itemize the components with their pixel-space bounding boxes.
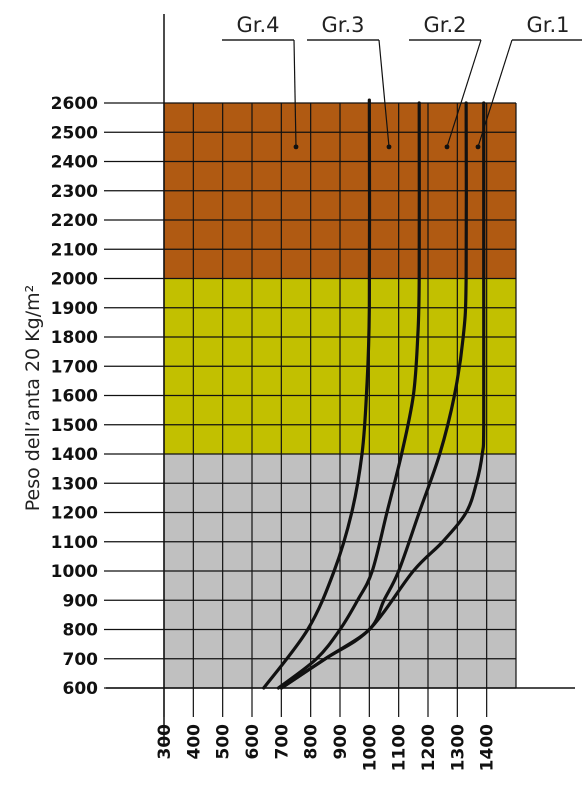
y-tick-label: 2000 xyxy=(51,270,98,290)
y-tick-label: 2200 xyxy=(51,211,98,231)
y-tick-label: 1700 xyxy=(51,357,98,377)
x-tick-label: 900 xyxy=(331,724,351,760)
x-tick-label: 800 xyxy=(302,724,322,760)
y-tick-label: 1500 xyxy=(51,416,98,436)
grid xyxy=(163,102,517,689)
group-label: Gr.4 xyxy=(236,13,279,37)
y-tick-label: 2500 xyxy=(51,123,98,143)
y-tick-label: 1300 xyxy=(51,474,98,494)
x-tick-label: 1100 xyxy=(390,724,410,771)
y-tick-label: 1100 xyxy=(51,533,98,553)
x-tick-label: 300 xyxy=(155,724,175,760)
y-axis-label: Peso dell’anta 20 Kg/m² xyxy=(22,285,44,511)
group-label: Gr.1 xyxy=(526,13,569,37)
x-tick-label: 600 xyxy=(243,724,263,760)
x-ticks: 300 400 500 600 700 800 900 1000 1100 1200 1300 140… xyxy=(155,688,498,771)
x-tick-label: 1400 xyxy=(478,724,498,771)
group-label: Gr.2 xyxy=(423,13,466,37)
x-tick-label: 500 xyxy=(214,724,234,760)
group-leader-dot xyxy=(293,144,299,150)
group-leader-line xyxy=(477,39,513,148)
y-tick-label: 2300 xyxy=(51,182,98,202)
y-tick-label: 1800 xyxy=(51,328,98,348)
curve-gr1 xyxy=(279,101,486,690)
curve-gr3 xyxy=(276,101,421,690)
curves xyxy=(262,98,486,690)
curve-gr4 xyxy=(262,98,372,690)
y-tick-label: 2100 xyxy=(51,240,98,260)
y-tick-label: 600 xyxy=(63,679,99,699)
y-tick-label: 800 xyxy=(63,621,99,641)
x-tick-label: 1300 xyxy=(448,724,468,771)
y-tick-label: 1600 xyxy=(51,387,98,407)
x-tick-label: 400 xyxy=(184,724,204,760)
y-ticks: 600 700 800 900 1000 1100 1200 1300 1400 1500 1600… xyxy=(51,94,164,699)
x-tick-label: 1200 xyxy=(419,724,439,771)
x-tick-label: 1000 xyxy=(360,724,380,771)
y-tick-label: 900 xyxy=(63,591,99,611)
group-label: Gr.3 xyxy=(321,13,364,37)
group-leader-line xyxy=(293,39,297,147)
y-tick-label: 2600 xyxy=(51,94,98,114)
y-tick-label: 1000 xyxy=(51,562,98,582)
group-leader-line xyxy=(446,39,482,148)
y-tick-label: 1400 xyxy=(51,445,98,465)
y-tick-label: 1200 xyxy=(51,504,98,524)
group-leader-dot xyxy=(386,144,392,150)
y-tick-label: 700 xyxy=(63,650,99,670)
y-tick-label: 1900 xyxy=(51,299,98,319)
group-leader-line xyxy=(378,39,390,147)
group-labels: Gr.4 Gr.3 Gr.2 Gr.1 xyxy=(222,13,582,150)
group-leader-dot xyxy=(475,144,481,150)
group-leader-dot xyxy=(444,144,450,150)
y-tick-label: 2400 xyxy=(51,153,98,173)
x-tick-label: 700 xyxy=(272,724,292,760)
